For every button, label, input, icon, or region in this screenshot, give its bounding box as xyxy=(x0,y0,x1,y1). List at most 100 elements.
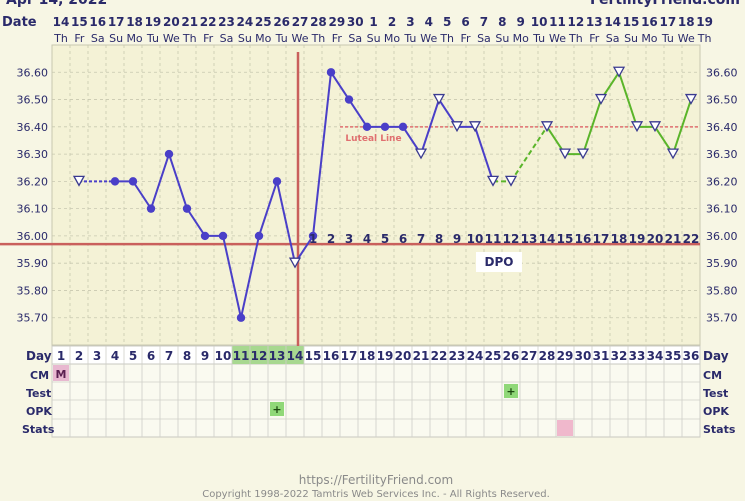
ytick-left: 36.10 xyxy=(17,203,49,216)
weekday-label: Tu xyxy=(532,32,545,45)
date-label: 11 xyxy=(549,15,566,29)
weekday-label: Th xyxy=(439,32,454,45)
cycle-day-label: 19 xyxy=(377,349,394,363)
temperature-point-open xyxy=(558,148,572,160)
temperature-point xyxy=(146,204,156,213)
dpo-day-label: 7 xyxy=(417,232,425,246)
weekday-label: We xyxy=(678,32,695,45)
temperature-point-open xyxy=(666,148,680,160)
dpo-day-label: 15 xyxy=(557,232,574,246)
date-label: 27 xyxy=(292,15,309,29)
cycle-day-label: 10 xyxy=(215,349,232,363)
weekday-label: Fr xyxy=(203,32,214,45)
weekday-label: Sa xyxy=(220,32,234,45)
dpo-day-label: 5 xyxy=(381,232,389,246)
opk-positive-mark xyxy=(270,402,284,416)
chart-labels: 35.70 35.70 35.80 35.80 35.90 35.90 36.00 36.00… xyxy=(17,15,738,363)
dpo-day-label: 10 xyxy=(467,232,484,246)
temperature-point xyxy=(236,313,246,322)
temperature-point-open xyxy=(576,148,590,160)
cycle-day-label: 3 xyxy=(93,349,101,363)
dpo-day-label: 22 xyxy=(683,232,700,246)
temperature-point xyxy=(218,231,228,241)
ytick-right: 36.30 xyxy=(706,148,738,161)
cycle-day-label: 23 xyxy=(449,349,466,363)
temperature-segment xyxy=(510,126,548,182)
dpo-label: DPO xyxy=(485,255,514,269)
weekday-label: Tu xyxy=(403,32,416,45)
test-row-label-left: Test xyxy=(26,387,51,400)
weekday-label: Mo xyxy=(513,32,529,45)
temperature-point-open xyxy=(612,66,626,78)
temperature-point xyxy=(272,177,282,186)
cycle-day-label: 17 xyxy=(341,349,358,363)
date-label: 14 xyxy=(604,15,621,29)
temperature-point xyxy=(254,231,264,241)
date-label: 13 xyxy=(586,15,603,29)
ytick-right: 35.80 xyxy=(706,284,738,297)
luteal-line-label: Luteal Line xyxy=(345,134,401,144)
test-row-label-right: Test xyxy=(703,387,728,400)
date-label: 16 xyxy=(641,15,658,29)
ytick-left: 36.50 xyxy=(17,94,49,107)
opk-positive-label: + xyxy=(272,403,281,416)
temperature-segment xyxy=(330,71,350,101)
weekday-label: Tu xyxy=(275,32,288,45)
date-label: 29 xyxy=(328,15,345,29)
test-positive-mark xyxy=(504,384,518,398)
weekday-label: Th xyxy=(568,32,583,45)
dpo-day-label: 2 xyxy=(327,232,335,246)
ytick-right: 36.20 xyxy=(706,175,738,188)
date-label: 3 xyxy=(406,15,414,29)
weekday-label: We xyxy=(420,32,437,45)
dpo-day-label: 8 xyxy=(435,232,443,246)
cycle-day-label: 22 xyxy=(431,349,448,363)
cycle-day-label: 7 xyxy=(165,349,173,363)
date-label: 6 xyxy=(461,15,469,29)
ytick-left: 36.20 xyxy=(17,175,49,188)
header-title-right[interactable]: FertilityFriend.com xyxy=(590,0,740,8)
cycle-day-label: 25 xyxy=(485,349,502,363)
fertile-day-cell xyxy=(268,346,286,364)
temperature-segment xyxy=(132,180,152,210)
cycle-day-label: 26 xyxy=(503,349,520,363)
dpo-day-label: 19 xyxy=(629,232,646,246)
header-title-left: Apr 14, 2022 xyxy=(6,0,107,8)
day-row-label-right: Day xyxy=(703,349,729,363)
weekday-label: Tu xyxy=(661,32,674,45)
temperature-point xyxy=(344,95,354,104)
date-label: 24 xyxy=(237,15,254,29)
footer-url[interactable]: https://FertilityFriend.com xyxy=(299,473,453,487)
weekday-label: Th xyxy=(697,32,712,45)
weekday-label: Fr xyxy=(589,32,600,45)
ytick-right: 36.60 xyxy=(706,66,738,79)
ytick-right: 36.00 xyxy=(706,230,738,243)
ytick-right: 35.70 xyxy=(706,312,738,325)
cycle-day-label: 20 xyxy=(395,349,412,363)
temperature-segment xyxy=(420,99,440,155)
weekday-label: Th xyxy=(311,32,326,45)
cycle-day-label: 35 xyxy=(665,349,682,363)
ytick-left: 36.30 xyxy=(17,148,49,161)
cycle-day-label: 5 xyxy=(129,349,137,363)
cycle-day-label: 33 xyxy=(629,349,646,363)
weekday-label: Sa xyxy=(348,32,362,45)
weekday-label: Su xyxy=(624,32,638,45)
cycle-day-label: 32 xyxy=(611,349,628,363)
date-label: 2 xyxy=(388,15,396,29)
fertile-day-cell xyxy=(286,346,304,364)
weekday-label: Su xyxy=(109,32,123,45)
temperature-point xyxy=(110,177,120,186)
dpo-day-label: 18 xyxy=(611,232,628,246)
ytick-right: 36.10 xyxy=(706,203,738,216)
cycle-day-label: 8 xyxy=(183,349,191,363)
temperature-point xyxy=(182,204,192,213)
cycle-day-label: 36 xyxy=(683,349,700,363)
cm-mark-label: M xyxy=(56,368,67,381)
temperature-segment xyxy=(672,99,692,155)
temperature-point xyxy=(380,122,390,132)
cycle-day-label: 18 xyxy=(359,349,376,363)
dpo-day-label: 13 xyxy=(521,232,538,246)
cycle-day-label: 13 xyxy=(269,349,286,363)
footer-copyright: Copyright 1998-2022 Tamtris Web Services… xyxy=(202,489,550,500)
